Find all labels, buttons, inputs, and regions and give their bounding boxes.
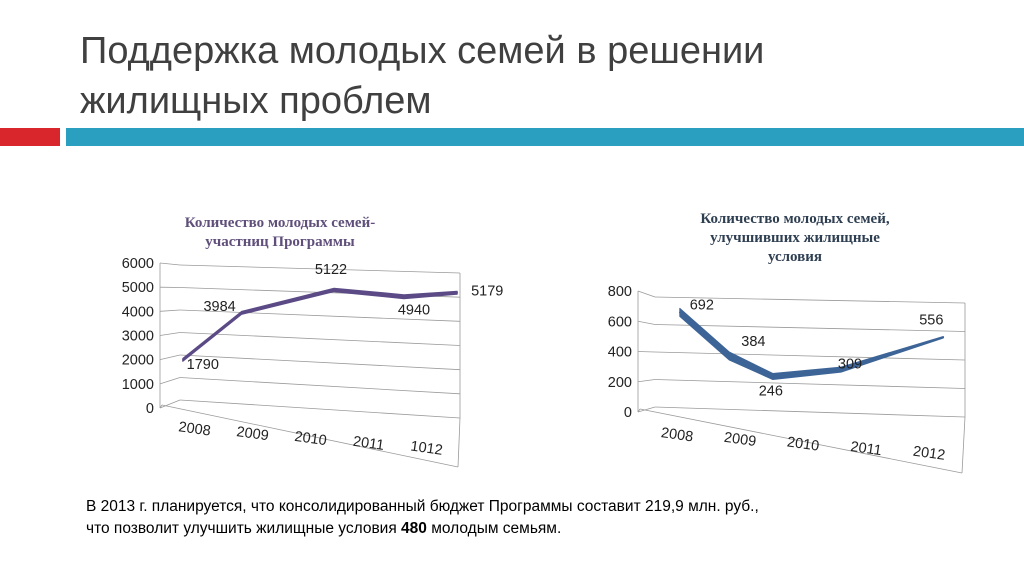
footer-line-2-start: что позволит улучшить жилищные условия bbox=[86, 520, 402, 537]
floor-right-edge bbox=[457, 417, 461, 468]
data-label: 246 bbox=[759, 384, 783, 400]
gridline-depth bbox=[637, 320, 656, 325]
y-tick-label: 600 bbox=[608, 314, 632, 330]
accent-bar-blue bbox=[66, 128, 1024, 146]
slide-title: Поддержка молодых семей в решении жилищн… bbox=[80, 26, 980, 126]
floor-left-edge bbox=[637, 408, 641, 413]
x-tick-label: 2008 bbox=[660, 425, 694, 445]
slide-title-line-1: Поддержка молодых семей в решении bbox=[80, 30, 765, 72]
data-point bbox=[679, 311, 681, 314]
chart-title-line-1: Количество молодых семей, bbox=[700, 211, 889, 227]
gridline-depth bbox=[637, 406, 656, 413]
x-axis bbox=[161, 404, 459, 468]
footer-highlight-count: 480 bbox=[401, 520, 427, 537]
chart-title-line-1: Количество молодых семей- bbox=[185, 215, 375, 231]
gridline-depth bbox=[159, 332, 181, 336]
y-tick-label: 0 bbox=[624, 405, 632, 421]
data-point bbox=[240, 312, 243, 314]
y-tick-label: 800 bbox=[608, 284, 632, 300]
x-tick-label: 2010 bbox=[293, 429, 327, 449]
y-tick-label: 1000 bbox=[122, 377, 154, 393]
data-point bbox=[772, 375, 774, 378]
y-tick-label: 400 bbox=[608, 345, 632, 361]
data-label: 3984 bbox=[203, 299, 235, 315]
gridline-depth bbox=[637, 379, 656, 383]
data-label: 692 bbox=[690, 297, 714, 313]
data-point bbox=[840, 368, 842, 371]
gridline bbox=[179, 264, 461, 274]
gridline-depth bbox=[637, 351, 656, 353]
y-tick-label: 2000 bbox=[122, 353, 154, 369]
data-point bbox=[403, 295, 405, 298]
footer-line-1: В 2013 г. планируется, что консолидирова… bbox=[86, 498, 759, 515]
data-label: 309 bbox=[838, 357, 862, 373]
chart-title-line-3: условия bbox=[768, 249, 822, 265]
y-tick-label: 4000 bbox=[122, 304, 154, 320]
floor-right-edge bbox=[961, 416, 966, 474]
x-axis bbox=[639, 408, 963, 474]
y-tick-label: 0 bbox=[146, 401, 154, 417]
x-tick-label: 2011 bbox=[352, 434, 385, 454]
data-label: 5122 bbox=[315, 262, 347, 278]
x-tick-label: 2011 bbox=[850, 439, 883, 459]
gridline bbox=[179, 332, 461, 346]
chart-families-participants: Количество молодых семей- участниц Прогр… bbox=[122, 215, 503, 468]
data-point bbox=[456, 291, 459, 294]
gridline-depth bbox=[159, 262, 181, 266]
series-line bbox=[182, 287, 458, 362]
gridline bbox=[179, 354, 461, 371]
y-tick-label: 5000 bbox=[122, 280, 154, 296]
slide-title-line-2: жилищных проблем bbox=[80, 80, 432, 122]
data-label: 4940 bbox=[398, 303, 430, 319]
data-label: 556 bbox=[919, 312, 943, 328]
data-label: 1790 bbox=[187, 357, 219, 373]
gridline bbox=[179, 399, 461, 419]
floor-left-edge bbox=[159, 404, 163, 409]
data-label: 5179 bbox=[471, 284, 503, 300]
footer-line-2: что позволит улучшить жилищные условия 4… bbox=[86, 518, 966, 540]
x-tick-label: 2012 bbox=[912, 444, 946, 464]
footer-line-2-end: молодым семьям. bbox=[426, 520, 562, 537]
gridline bbox=[179, 377, 461, 395]
gridline bbox=[179, 309, 461, 322]
x-tick-label: 2009 bbox=[235, 424, 269, 444]
gridline bbox=[654, 379, 966, 389]
gridline bbox=[654, 296, 966, 304]
data-point bbox=[182, 359, 184, 361]
data-point bbox=[728, 355, 731, 357]
gridline-depth bbox=[637, 290, 656, 298]
x-tick-label: 2008 bbox=[177, 419, 211, 439]
chart-title-line-2: участниц Программы bbox=[205, 234, 355, 250]
data-point bbox=[333, 289, 335, 291]
y-tick-label: 200 bbox=[608, 375, 632, 391]
gridline bbox=[654, 406, 966, 418]
gridline-depth bbox=[159, 377, 181, 385]
series-line bbox=[679, 307, 944, 380]
gridline-depth bbox=[159, 309, 181, 312]
x-tick-label: 2009 bbox=[723, 430, 757, 450]
y-tick-label: 3000 bbox=[122, 329, 154, 345]
gridline bbox=[654, 324, 966, 332]
x-tick-label: 2010 bbox=[786, 434, 820, 454]
gridline-depth bbox=[159, 399, 181, 409]
gridline-depth bbox=[159, 354, 181, 361]
chart-families-improved: Количество молодых семей, улучшивших жил… bbox=[608, 211, 966, 474]
chart-title-line-2: улучшивших жилищные bbox=[710, 230, 880, 246]
footer-note: В 2013 г. планируется, что консолидирова… bbox=[86, 496, 966, 540]
x-tick-label: 1012 bbox=[409, 438, 443, 458]
accent-bar-red bbox=[0, 128, 60, 146]
y-tick-label: 6000 bbox=[122, 256, 154, 272]
gridline bbox=[654, 351, 966, 361]
data-label: 384 bbox=[741, 334, 765, 350]
data-point bbox=[942, 336, 945, 339]
